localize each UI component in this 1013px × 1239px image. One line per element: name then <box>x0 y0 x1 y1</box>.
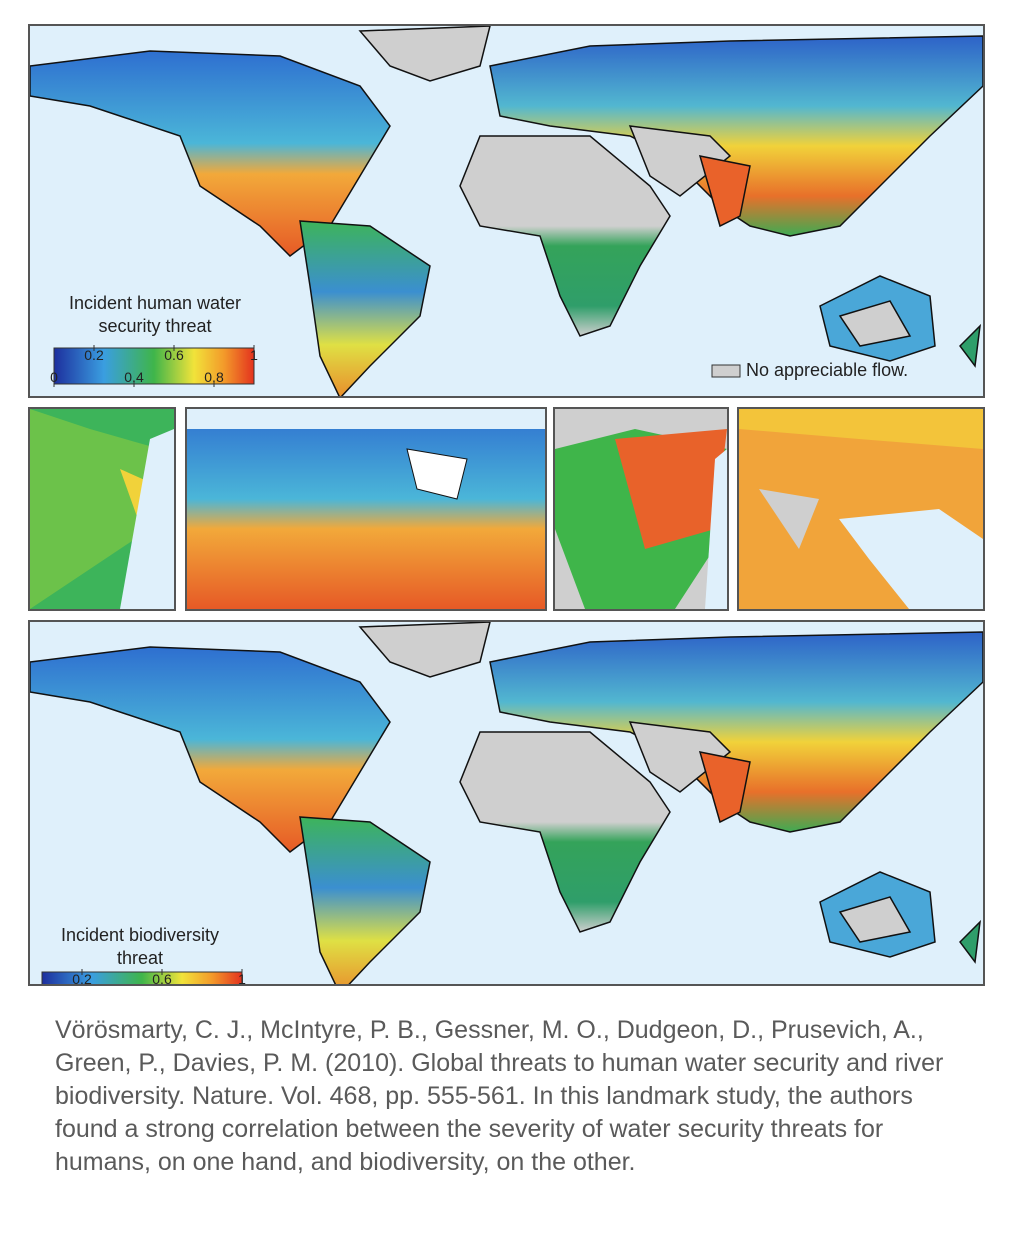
legend-title: Incident biodiversity threat <box>60 925 220 968</box>
tick-label: 0 <box>50 369 58 385</box>
inset-brazil <box>28 407 176 611</box>
legend-title: Incident human water security threat <box>68 293 242 336</box>
tick-label: 1 <box>250 347 258 363</box>
world-map: 0.2 0.6 1 <box>30 622 983 984</box>
inset-usa <box>737 407 985 611</box>
tick-label: 0.2 <box>84 347 104 363</box>
inset-china <box>553 407 729 611</box>
tick-label: 0.2 <box>72 971 92 984</box>
tick-label: 0.6 <box>152 971 172 984</box>
no-flow-label: No appreciable flow. <box>746 360 908 380</box>
world-map: 0.2 0.6 1 0 0.4 0.8 No appreciable flow. <box>30 26 983 396</box>
inset-north-america <box>185 407 547 611</box>
tick-label: 1 <box>238 971 246 984</box>
tick-label: 0.8 <box>204 369 224 385</box>
no-flow-swatch <box>711 364 741 378</box>
map-human-water: 0.2 0.6 1 0 0.4 0.8 No appreciable flow. Inci… <box>28 24 985 398</box>
tick-label: 0.6 <box>164 347 184 363</box>
caption: Vörösmarty, C. J., McIntyre, P. B., Gess… <box>55 1016 944 1176</box>
colorbar <box>41 971 243 984</box>
tick-label: 0.4 <box>124 369 144 385</box>
colorbar <box>53 347 255 385</box>
map-biodiversity: 0.2 0.6 1 Incident biodiversity threat <box>28 620 985 986</box>
